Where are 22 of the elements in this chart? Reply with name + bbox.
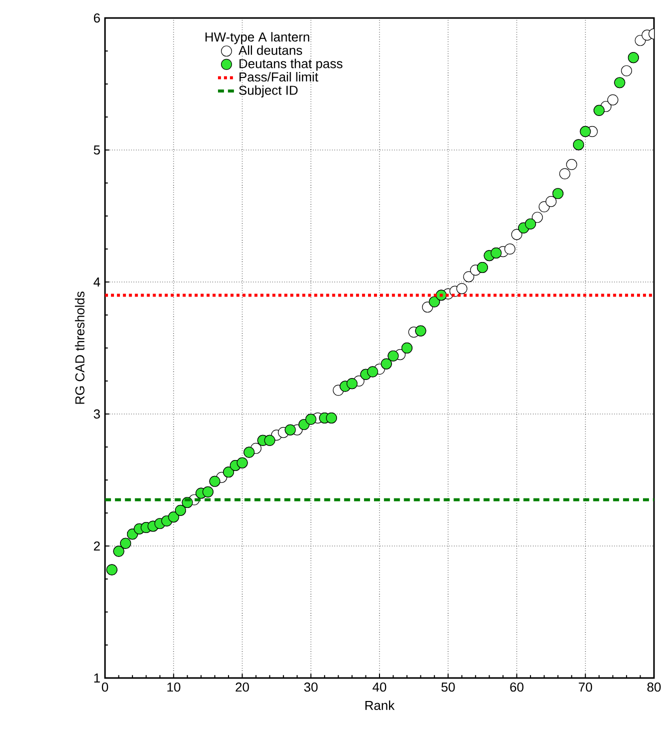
x-tick-label: 70	[578, 682, 592, 692]
legend-label: Subject ID	[239, 85, 298, 98]
legend-label: Pass/Fail limit	[240, 72, 318, 82]
x-tick-label: 40	[372, 682, 386, 692]
legend-title: HW-type A lantern	[206, 32, 310, 44]
x-tick-label: 30	[304, 682, 318, 692]
x-tick-label: 10	[167, 682, 180, 692]
x-tick-label: 80	[647, 682, 661, 692]
y-tick-label: 4	[94, 278, 100, 286]
legend-label: All deutans	[238, 45, 302, 55]
y-tick-label: 5	[94, 145, 100, 155]
x-tick-label: 60	[510, 682, 524, 692]
x-tick-label: 20	[236, 682, 249, 692]
y-tick-label: 3	[94, 409, 100, 419]
legend-label: Deutans that pass	[240, 58, 342, 71]
y-tick-label: 1	[94, 674, 100, 682]
x-tick-label: 50	[441, 682, 455, 692]
y-tick-label: 6	[94, 13, 100, 23]
y-axis-title: RG CAD thresholds	[74, 292, 84, 404]
x-tick-label: 0	[102, 682, 108, 692]
x-axis-title: Rank	[365, 700, 395, 710]
y-tick-label: 2	[94, 541, 100, 551]
